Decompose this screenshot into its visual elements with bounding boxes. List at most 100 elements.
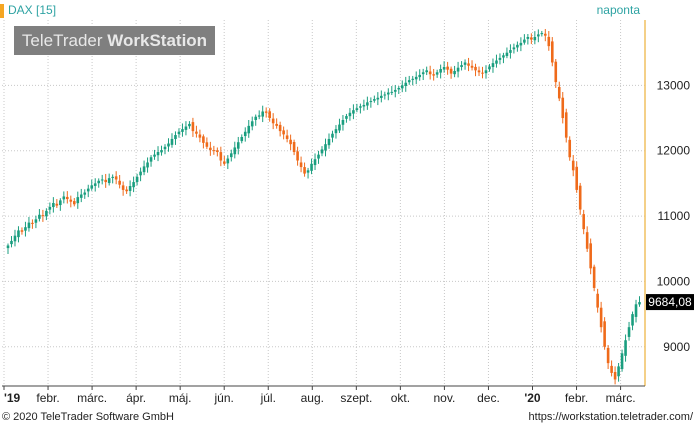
candle-body [575,166,579,190]
candle-body [596,293,599,308]
candle-body [376,97,380,100]
candle-body [177,131,181,135]
y-tick-label: 9000 [663,340,690,354]
candle-body [41,215,45,217]
candle-body [139,171,142,176]
x-tick-label: aug. [301,391,324,405]
candle-body [146,162,149,168]
candle-body [627,327,631,337]
candle-body [624,340,627,356]
candle-body [247,125,251,134]
candle-body [327,138,331,146]
candle-body [331,133,334,138]
candle-body [212,150,216,152]
candle-body [463,62,467,65]
candle-body [355,108,359,110]
candle-body [257,115,261,117]
candle-body [432,74,435,76]
candle-body [226,158,230,164]
candle-body [156,152,160,156]
candle-body [271,118,275,124]
candle-body [275,123,278,126]
candle-body [366,102,369,106]
candle-body [592,266,596,288]
candle-body [306,170,310,173]
last-value-label: 9684,08 [648,295,692,309]
candle-body [170,138,174,145]
candle-body [17,230,20,238]
candle-body [442,67,446,70]
x-tick-label: júl. [260,391,276,405]
x-tick-label: ápr. [126,391,146,405]
candle-body [495,60,498,64]
copyright-text: © 2020 TeleTrader Software GmbH [2,411,174,423]
candle-body [62,196,66,200]
candle-body [526,36,530,39]
candle-body [320,149,324,154]
candle-body [282,130,285,135]
candle-body [132,182,135,188]
candle-body [153,154,156,157]
candle-body [428,71,432,75]
candle-body [205,142,209,147]
candle-body [338,124,341,131]
x-tick-label: nov. [434,391,456,405]
period-label[interactable]: naponta [596,3,640,17]
candle-body [90,185,94,189]
candle-body [484,70,488,74]
candle-body [240,136,244,142]
candle-body [491,63,495,68]
x-tick-label: jún. [214,391,234,405]
candle-body [10,240,13,245]
candle-body [411,78,415,80]
candle-body [638,302,641,305]
candle-body [362,104,366,107]
candle-body [470,65,474,68]
candle-body [414,76,418,80]
candle-body [610,365,613,373]
candle-body [97,180,101,184]
candle-body [268,111,271,119]
candle-body [76,197,80,204]
candle-body [397,87,401,90]
candle-body [216,150,219,153]
candle-body [163,146,167,150]
candle-body [303,167,306,174]
candle-body [571,160,575,171]
candle-body [634,304,638,317]
candle-body [453,70,456,75]
candle-body [296,151,299,161]
candle-body [505,52,509,57]
last-value-box [646,294,694,311]
candle-body [456,67,460,72]
source-url[interactable]: https://workstation.teletrader.com/ [528,411,693,423]
candle-body [52,203,55,208]
candle-body [79,194,83,198]
candle-body [603,321,606,347]
candle-body [6,245,10,249]
candle-body [523,39,526,43]
candle-body [254,116,258,120]
candle-body [613,372,617,380]
candle-body [107,178,111,184]
candle-body [135,176,139,182]
candle-body [278,124,282,132]
candle-body [393,89,397,92]
x-tick-label: szept. [340,391,372,405]
candle-body [599,307,603,328]
candle-body [530,37,533,40]
symbol-label[interactable]: DAX [15] [8,3,57,17]
x-tick-label: máj. [169,391,192,405]
candle-body [516,44,519,48]
candle-body [435,72,439,75]
watermark-logo: TeleTrader WorkStation [14,26,215,55]
y-tick-label: 10000 [657,274,691,288]
candle-body [209,147,212,151]
candle-body [100,179,104,181]
candle-body [149,157,153,162]
candle-body [421,72,425,75]
candle-body [352,110,355,114]
candle-body [184,126,188,130]
candle-body [324,144,327,151]
